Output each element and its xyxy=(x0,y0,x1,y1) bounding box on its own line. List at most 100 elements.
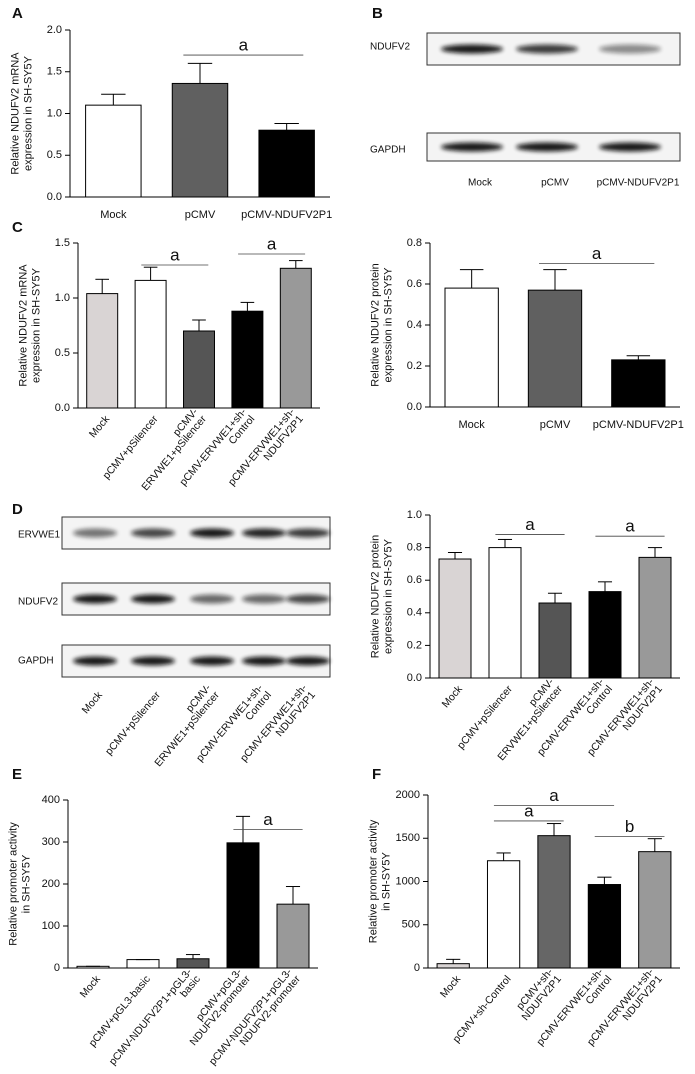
blot-row-label: GAPDH xyxy=(18,656,54,667)
bar-chart: 0 500 1000 1500 2000 Relative promoter activi… xyxy=(367,786,680,1048)
blot-band xyxy=(190,528,234,538)
y-tick-label: 0.2 xyxy=(407,639,422,651)
significance-label: a xyxy=(263,810,273,829)
significance-label: a xyxy=(239,36,249,55)
y-tick-label: 1.5 xyxy=(47,66,62,78)
bar xyxy=(126,959,160,969)
significance-label: a xyxy=(267,234,277,253)
blot-band xyxy=(516,44,578,54)
x-tick-label-group: Mock xyxy=(80,689,106,717)
bar xyxy=(226,842,260,969)
y-axis-label-line: Relative NDUFV2 protein xyxy=(369,263,381,387)
significance-label: a xyxy=(549,786,559,805)
error-bar xyxy=(647,838,662,852)
y-tick-label: 500 xyxy=(402,919,420,931)
bar xyxy=(588,591,622,679)
blot-band xyxy=(131,594,175,604)
bar xyxy=(183,330,215,409)
blot-lane-label: Mock xyxy=(468,178,493,189)
x-tick-label: Mock xyxy=(440,683,466,711)
error-bar xyxy=(274,123,299,131)
x-tick-label-group: Mock xyxy=(438,973,464,1001)
blot-band xyxy=(286,528,330,538)
x-tick-label-group: Mock xyxy=(440,683,466,711)
panel-label: B xyxy=(372,5,383,22)
x-tick-label: Mock xyxy=(438,973,464,1001)
significance-label: b xyxy=(625,817,634,836)
error-bar xyxy=(95,278,110,294)
y-tick-label: 0.4 xyxy=(407,607,422,619)
blot-row-label: NDUFV2 xyxy=(370,42,410,53)
y-axis-label: Relative NDUFV2 mRNA expression in SH-SY5… xyxy=(17,264,42,387)
bar xyxy=(538,602,572,679)
panel-label: E xyxy=(12,766,22,783)
error-bar xyxy=(597,581,613,592)
panel-label: F xyxy=(372,766,381,783)
x-tick-label: pCMV+pSilencer xyxy=(103,689,163,758)
bar xyxy=(587,884,622,969)
y-tick-label: 400 xyxy=(42,794,60,806)
panel-label: C xyxy=(12,219,23,236)
error-bar xyxy=(288,260,303,269)
x-tick-label: Mock xyxy=(100,209,127,221)
blot-band xyxy=(73,528,117,538)
x-tick-label: Mock xyxy=(80,689,106,717)
blot-band xyxy=(190,594,234,604)
blot-band xyxy=(441,44,503,54)
y-tick-label: 100 xyxy=(42,920,60,932)
error-bar xyxy=(497,538,513,548)
bar xyxy=(488,547,522,679)
bar xyxy=(444,287,499,408)
y-tick-label: 0.4 xyxy=(407,319,422,331)
blot-band xyxy=(286,594,330,604)
blot-band xyxy=(242,594,286,604)
x-tick-label: pCMV xyxy=(185,209,216,221)
bar-chart: 0 100 200 300 400 Relative promoter activity i… xyxy=(7,794,318,1068)
bar xyxy=(638,556,672,679)
blot-band xyxy=(242,528,286,538)
significance-label: a xyxy=(592,244,602,263)
y-tick-label: 0.8 xyxy=(407,237,422,249)
bar xyxy=(638,851,672,969)
x-tick-label-group: Mock xyxy=(78,973,104,1001)
bar xyxy=(279,267,312,409)
bar-chart: 0.0 0.2 0.4 0.6 0.8 Relative NDUFV2 protein ex… xyxy=(369,237,683,431)
error-bar xyxy=(626,355,651,360)
y-axis-label-line: Relative promoter activity xyxy=(367,819,379,943)
error-bar xyxy=(446,958,461,964)
error-bar xyxy=(459,269,484,289)
bar xyxy=(85,104,142,198)
y-tick-label: 1.0 xyxy=(407,509,422,521)
bar xyxy=(276,903,310,969)
bar xyxy=(527,289,583,408)
blot-row-label: GAPDH xyxy=(370,145,406,156)
blot-band xyxy=(516,142,578,152)
y-tick-label: 0 xyxy=(54,962,60,974)
y-tick-label: 2.0 xyxy=(47,24,62,36)
y-axis-label-line: Relative promoter activity xyxy=(7,822,19,946)
significance-label: a xyxy=(625,517,635,536)
y-tick-label: 0.6 xyxy=(407,278,422,290)
y-tick-label: 0.6 xyxy=(407,574,422,586)
bar-chart: 0.0 0.2 0.4 0.6 0.8 1.0 Relative NDUFV2 protei… xyxy=(369,509,680,763)
blot-band xyxy=(599,142,661,152)
error-bar xyxy=(285,886,301,905)
y-tick-label: 300 xyxy=(42,836,60,848)
y-axis-label-line: Relative NDUFV2 mRNA xyxy=(17,264,29,387)
panel-label: D xyxy=(12,501,23,518)
error-bar xyxy=(647,547,663,558)
bar xyxy=(486,860,521,969)
error-bar xyxy=(543,269,567,291)
bar xyxy=(171,82,229,198)
y-axis-label: Relative promoter activity in SH-SY5Y xyxy=(7,822,32,946)
bar xyxy=(258,129,315,198)
blot-band xyxy=(599,44,661,54)
y-tick-label: 0.0 xyxy=(407,672,422,684)
x-tick-label-group: pCMV-ERVWE1+pSilencer xyxy=(495,676,565,763)
blot-band xyxy=(242,656,286,666)
y-axis-label-line: Relative NDUFV2 protein xyxy=(369,535,381,659)
y-tick-label: 0.5 xyxy=(55,347,70,359)
y-tick-label: 0 xyxy=(414,962,420,974)
bar xyxy=(537,835,571,969)
